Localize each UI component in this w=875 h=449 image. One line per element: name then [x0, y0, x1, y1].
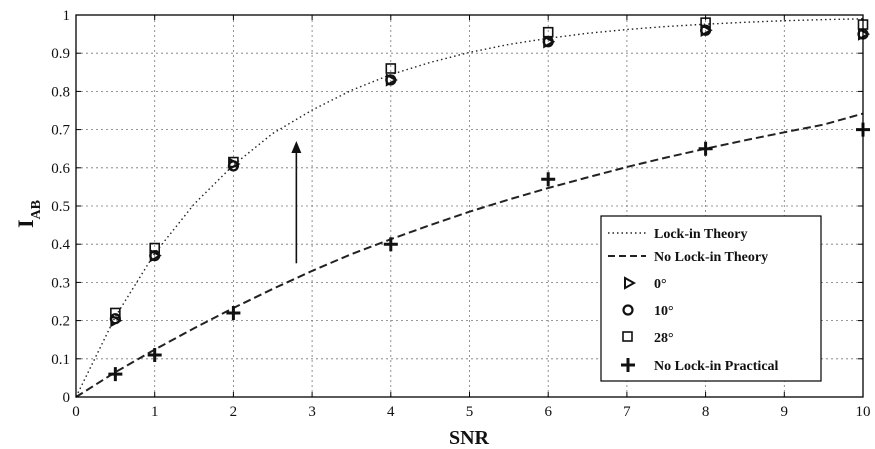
- x-axis-label: SNR: [449, 427, 490, 449]
- y-tick-label: 0.9: [51, 46, 70, 62]
- marker-circle: [109, 313, 121, 325]
- marker-plus: [108, 367, 123, 382]
- marker-plus: [698, 141, 713, 156]
- x-tick-label: 9: [781, 404, 789, 420]
- y-tick-label: 0.8: [51, 84, 70, 100]
- x-tick-label: 7: [623, 404, 631, 420]
- x-tick-label: 1: [151, 404, 159, 420]
- legend-box: [600, 215, 822, 382]
- marker-plus: [383, 237, 398, 252]
- legend-entry-no-lock-in-theory: No Lock-in Theory: [654, 250, 768, 265]
- legend-swatch-10-deg: [622, 304, 634, 316]
- marker-circle: [149, 250, 161, 262]
- legend-entry-no-lock-in-practical: No Lock-in Practical: [654, 359, 779, 374]
- curves: [75, 18, 864, 398]
- legend-swatch-28-deg: [622, 331, 633, 342]
- legend-entry-0-deg: 0°: [654, 277, 667, 292]
- plot-area-border: [75, 14, 864, 398]
- y-axis-label-subscript: AB: [29, 200, 44, 219]
- y-tick-label: 0.1: [51, 352, 70, 368]
- marker-plus: [541, 172, 556, 187]
- x-tick-label: 2: [230, 404, 238, 420]
- marker-circle: [699, 24, 712, 36]
- legend-entry-28-deg: 28°: [654, 331, 674, 346]
- x-tick-label: 0: [72, 404, 80, 420]
- x-tick-label: 6: [544, 404, 552, 420]
- legend-swatch-no-lock-in-practical: [621, 358, 635, 372]
- y-tick-label: 0.6: [51, 161, 70, 177]
- legend-entry-10-deg: 10°: [654, 304, 674, 319]
- y-tick-label: 0.2: [51, 314, 70, 330]
- marker-plus: [147, 347, 162, 362]
- y-tick-label: 0.5: [51, 199, 70, 215]
- y-axis-label: IAB: [13, 200, 44, 228]
- plot-frame: [75, 14, 864, 398]
- marker-plus: [226, 305, 241, 320]
- y-tick-label: 0.7: [51, 123, 70, 139]
- arrow-head: [291, 141, 302, 154]
- y-tick-label: 0: [63, 390, 71, 406]
- y-tick-label: 1: [63, 8, 71, 24]
- marker-square: [149, 242, 160, 254]
- x-tick-label: 10: [856, 404, 871, 420]
- y-tick-label: 0.3: [51, 275, 70, 291]
- y-tick-label: 0.4: [51, 237, 70, 253]
- x-tick-label: 3: [308, 404, 316, 420]
- marker-square: [385, 63, 397, 74]
- x-tick-label: 5: [466, 404, 474, 420]
- marker-square: [228, 156, 239, 168]
- marker-circle: [385, 74, 397, 86]
- x-tick-label: 8: [702, 404, 710, 420]
- y-axis-label-main: I: [13, 219, 38, 228]
- tick-labels: 0 1 2 3 4 5 6 7 8 9 10 0 0.1 0.2 0.3 0.4 0.5 0.6 0.7 0.8 0.9…: [51, 8, 870, 420]
- annotations: [291, 141, 302, 264]
- marker-square: [110, 307, 121, 319]
- legend-entry-lock-in-theory: Lock-in Theory: [654, 227, 747, 242]
- legend: Lock-in Theory No Lock-in Theory 0° 10° …: [600, 215, 822, 382]
- series-line-0: [75, 18, 864, 398]
- marker-square: [542, 26, 554, 38]
- markers: [108, 17, 871, 382]
- series-line-1: [75, 112, 864, 398]
- legend-swatch-0-deg: [624, 276, 637, 290]
- x-tick-label: 4: [387, 404, 395, 420]
